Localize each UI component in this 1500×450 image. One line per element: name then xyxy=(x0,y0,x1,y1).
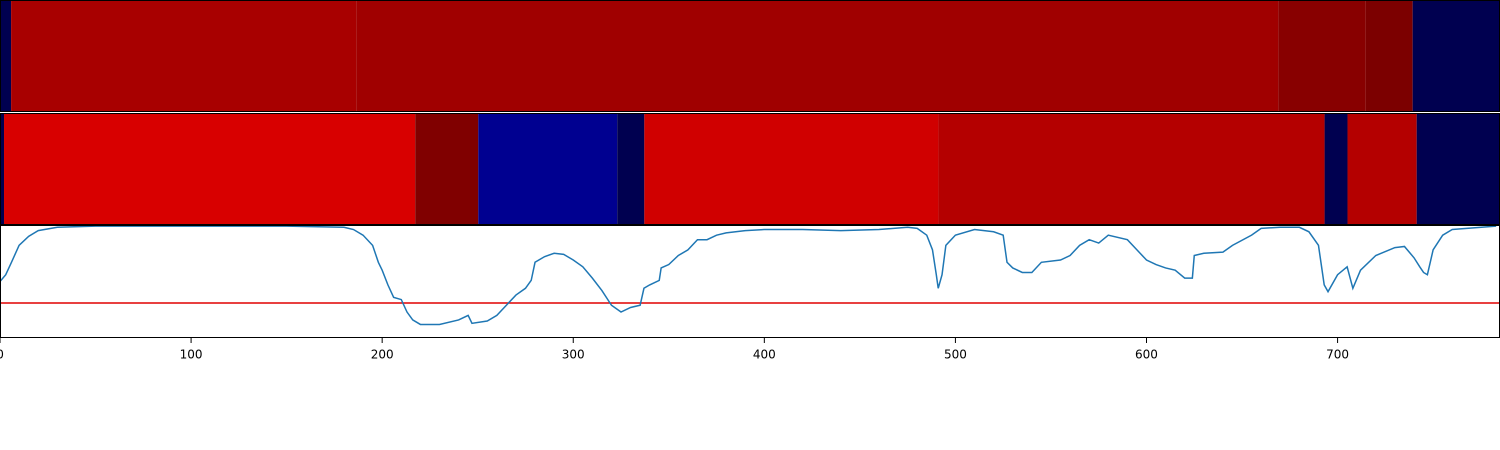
heat-cell xyxy=(938,113,1325,225)
heat-cell xyxy=(617,113,645,225)
heat-cell xyxy=(1416,113,1500,225)
x-tick-label: 200 xyxy=(371,348,394,362)
x-tick-label: 300 xyxy=(562,348,585,362)
x-tick-label: 500 xyxy=(944,348,967,362)
heat-cell xyxy=(1412,0,1500,112)
heat-cell xyxy=(1278,0,1366,112)
x-tick-label: 600 xyxy=(1135,348,1158,362)
heat-cell xyxy=(0,0,12,112)
heat-cell xyxy=(356,0,1279,112)
line-series xyxy=(0,225,1497,326)
x-tick-label: 0 xyxy=(0,348,4,362)
heat-cell xyxy=(0,113,5,225)
heat-cell xyxy=(644,113,939,225)
heat-cell xyxy=(478,113,618,225)
x-tick-label: 100 xyxy=(180,348,203,362)
heat-cell xyxy=(4,113,416,225)
x-tick-label: 700 xyxy=(1326,348,1349,362)
heat-cell xyxy=(1324,113,1348,225)
heat-cell xyxy=(415,113,479,225)
x-tick-label: 400 xyxy=(753,348,776,362)
heat-cell xyxy=(1365,0,1413,112)
heat-cell xyxy=(1347,113,1417,225)
heat-cell xyxy=(11,0,357,112)
panel-frame xyxy=(0,225,1500,338)
